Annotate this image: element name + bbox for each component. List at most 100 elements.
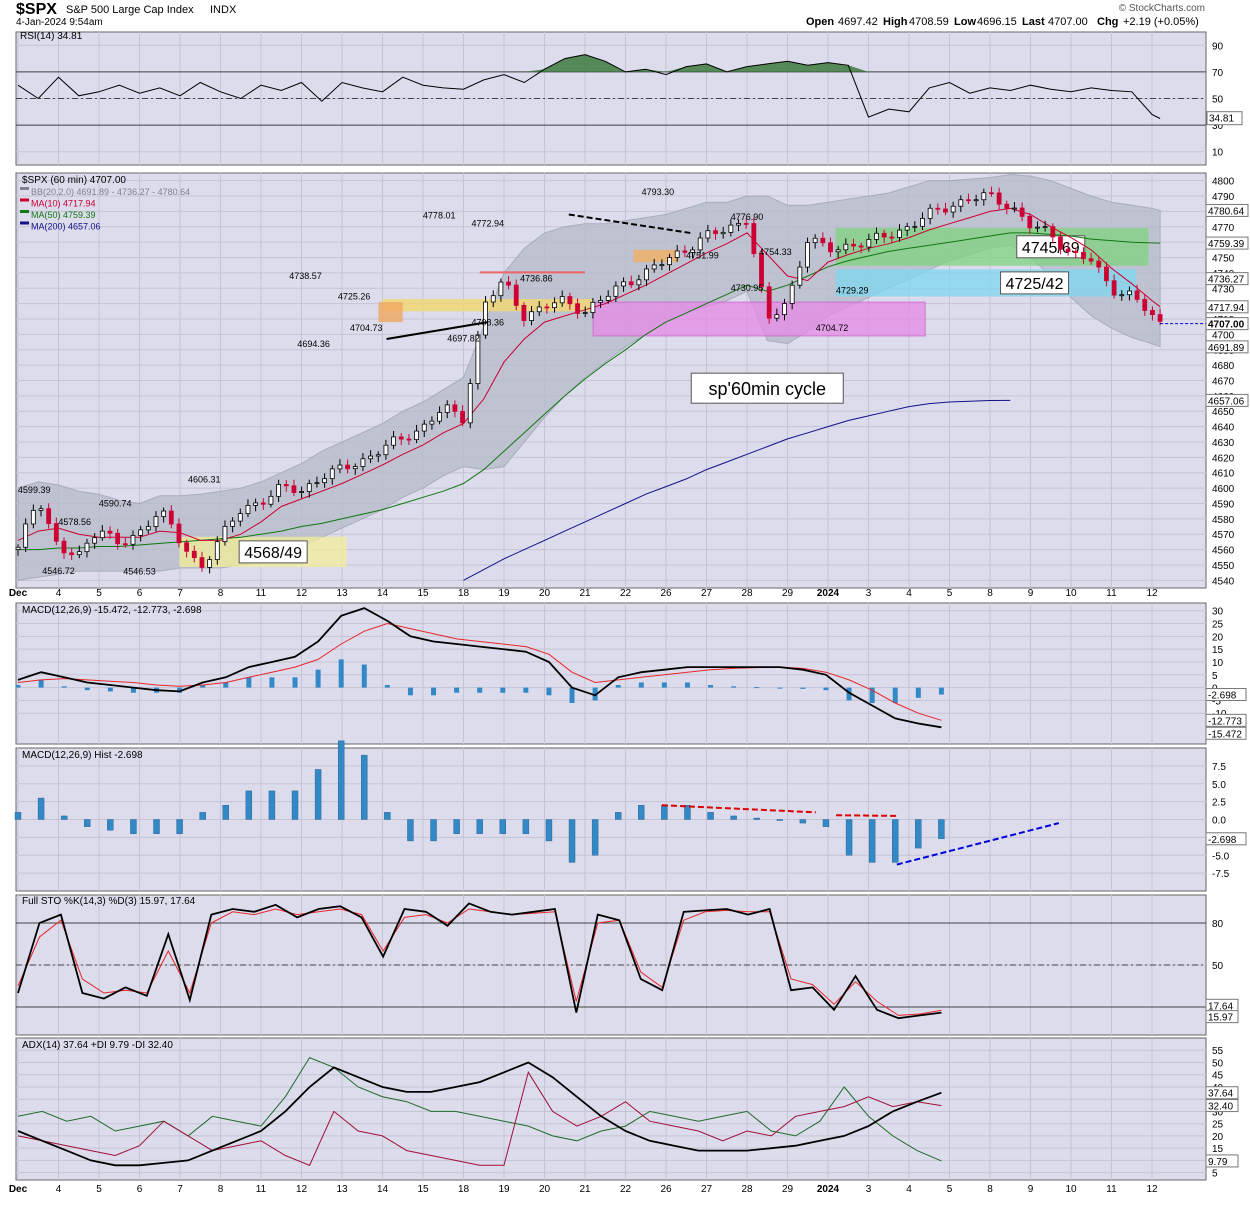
histogram-bar: [845, 819, 853, 856]
histogram-bar: [638, 805, 645, 820]
low-label: Low: [954, 16, 976, 28]
price-y-tick: 4610: [1212, 469, 1235, 480]
adx-title: ADX(14) 37.64 +DI 9.79 -DI 32.40: [22, 1040, 173, 1051]
histogram-bar: [430, 819, 437, 842]
candle-body: [812, 237, 818, 244]
candle-body: [1119, 294, 1125, 297]
macd-histogram-bar: [61, 686, 67, 688]
candle-body: [84, 542, 90, 553]
price-panel: 4800479047804770476047504740473047204710…: [15, 172, 1249, 589]
macd-histogram-bar: [592, 687, 598, 701]
histogram-bar: [268, 790, 276, 820]
candle-body: [720, 231, 726, 235]
macd-histogram-bar: [869, 687, 875, 703]
candle-body: [866, 239, 872, 248]
zone-label: 4568/49: [244, 545, 302, 562]
price-right-label: 4691.89: [1208, 343, 1245, 354]
candle-body: [99, 530, 105, 539]
candle-body: [444, 404, 450, 413]
macd_hist-y-tick: -7.5: [1212, 869, 1230, 880]
symbol-label: $SPX: [16, 1, 57, 18]
price-y-tick: 4670: [1212, 377, 1235, 388]
macd-histogram-bar: [223, 682, 229, 688]
candle-body: [659, 264, 665, 267]
candle-body: [176, 523, 182, 544]
macd-y-tick: 20: [1212, 632, 1224, 643]
legend-swatch: [20, 187, 29, 190]
candle-body: [1035, 226, 1040, 229]
candle-body: [467, 383, 473, 424]
candle-body: [544, 306, 550, 309]
stochastic-k-line: [17, 902, 942, 1020]
candle-body: [575, 303, 580, 314]
candle-body: [138, 529, 144, 536]
candle-body: [966, 199, 971, 202]
x-tick-label: 5: [96, 588, 102, 599]
macd-hist-title: MACD(12,26,9) Hist -2.698: [22, 750, 143, 761]
candle-body: [107, 530, 113, 534]
adx-right-label: 9.79: [1208, 1157, 1228, 1168]
candle-body: [360, 458, 366, 467]
histogram-bar: [591, 819, 599, 856]
histogram-bar: [868, 819, 876, 863]
candle-body: [728, 224, 734, 233]
candle-body: [651, 264, 657, 270]
candle-body: [1150, 310, 1155, 316]
last-label: Last: [1022, 16, 1045, 28]
candle-body: [782, 303, 787, 316]
candle-body: [437, 412, 442, 422]
macd-histogram-bar: [315, 669, 321, 688]
price-label: 4736.86: [520, 274, 553, 284]
macd-histogram-bar: [661, 682, 667, 688]
rsi-last-value: 34.81: [1209, 114, 1234, 125]
candle-body: [314, 482, 320, 485]
candle-body: [996, 192, 1002, 205]
candle-body: [291, 485, 297, 493]
candle-body: [161, 510, 167, 517]
candle-body: [245, 505, 251, 514]
price-label: 4697.82: [447, 334, 480, 344]
candle-body: [789, 284, 795, 304]
candle-body: [713, 230, 718, 235]
price-right-label: 4657.06: [1208, 396, 1245, 407]
candle-body: [644, 268, 649, 281]
adx-y-tick: 15: [1212, 1144, 1224, 1155]
price-right-label-box: [1205, 340, 1249, 354]
legend-swatch: [20, 210, 29, 213]
low-value: 4696.15: [977, 16, 1017, 28]
price-label: 4772.94: [472, 218, 505, 228]
rsi-y-tick: 90: [1212, 41, 1224, 52]
price-label: 4599.39: [18, 485, 51, 495]
macd-histogram-bar: [38, 679, 44, 688]
price-right-label: 4707.00: [1208, 320, 1245, 331]
divergence-line-red: [661, 804, 816, 814]
macd-histogram-bar: [477, 687, 483, 693]
macd-histogram-bar: [638, 682, 644, 688]
macd-right-label: -15.472: [1208, 729, 1242, 740]
histogram-bar: [384, 812, 391, 820]
price-y-tick: 4590: [1212, 499, 1235, 510]
x-tick-label: 12: [296, 1184, 308, 1195]
candle-body: [858, 245, 864, 248]
x-tick-label: 22: [620, 588, 632, 599]
adx-panel-background: [15, 1037, 1207, 1181]
histogram-bar: [915, 819, 922, 849]
adx-y-tick: 5: [1212, 1169, 1218, 1180]
orange-zone-2: [633, 249, 679, 263]
trend-line-blue: [896, 822, 1060, 866]
histogram-bar: [130, 819, 137, 835]
candle-body: [697, 237, 703, 251]
candle-body: [667, 257, 672, 266]
histogram-bar: [730, 815, 737, 820]
support-resistance-zone: [835, 269, 1137, 297]
candle-body: [613, 285, 619, 297]
price-label: 4704.73: [350, 323, 383, 333]
histogram-bar: [84, 819, 91, 827]
candle-body: [628, 281, 634, 286]
x-tick-label: 7: [177, 588, 183, 599]
macd-histogram-bar: [615, 685, 621, 688]
price-y-tick: 4640: [1212, 423, 1235, 434]
x-tick-label: 21: [579, 588, 591, 599]
macd-histogram-bar: [754, 687, 760, 689]
x-tick-label: 6: [137, 588, 143, 599]
